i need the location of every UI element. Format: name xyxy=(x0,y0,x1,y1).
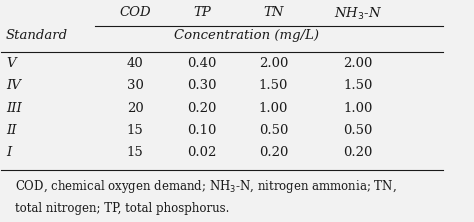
Text: 0.50: 0.50 xyxy=(259,124,288,137)
Text: COD: COD xyxy=(119,6,151,19)
Text: TN: TN xyxy=(263,6,283,19)
Text: Standard: Standard xyxy=(6,29,68,42)
Text: total nitrogen; TP, total phosphorus.: total nitrogen; TP, total phosphorus. xyxy=(15,202,229,216)
Text: 0.30: 0.30 xyxy=(187,79,217,92)
Text: TP: TP xyxy=(193,6,211,19)
Text: 2.00: 2.00 xyxy=(343,57,373,70)
Text: III: III xyxy=(6,101,22,115)
Text: 0.10: 0.10 xyxy=(187,124,217,137)
Text: 30: 30 xyxy=(127,79,144,92)
Text: 1.00: 1.00 xyxy=(259,101,288,115)
Text: 20: 20 xyxy=(127,101,144,115)
Text: 1.50: 1.50 xyxy=(259,79,288,92)
Text: V: V xyxy=(6,57,16,70)
Text: COD, chemical oxygen demand; NH$_3$-N, nitrogen ammonia; TN,: COD, chemical oxygen demand; NH$_3$-N, n… xyxy=(15,178,396,195)
Text: I: I xyxy=(6,146,11,159)
Text: 0.20: 0.20 xyxy=(187,101,217,115)
Text: 0.20: 0.20 xyxy=(343,146,373,159)
Text: 0.20: 0.20 xyxy=(259,146,288,159)
Text: 0.50: 0.50 xyxy=(343,124,373,137)
Text: 1.50: 1.50 xyxy=(343,79,373,92)
Text: 15: 15 xyxy=(127,124,144,137)
Text: 15: 15 xyxy=(127,146,144,159)
Text: 2.00: 2.00 xyxy=(259,57,288,70)
Text: 0.02: 0.02 xyxy=(187,146,217,159)
Text: 40: 40 xyxy=(127,57,144,70)
Text: 1.00: 1.00 xyxy=(343,101,373,115)
Text: 0.40: 0.40 xyxy=(187,57,217,70)
Text: Concentration (mg/L): Concentration (mg/L) xyxy=(174,29,319,42)
Text: NH$_3$-N: NH$_3$-N xyxy=(334,6,382,22)
Text: II: II xyxy=(6,124,16,137)
Text: IV: IV xyxy=(6,79,21,92)
